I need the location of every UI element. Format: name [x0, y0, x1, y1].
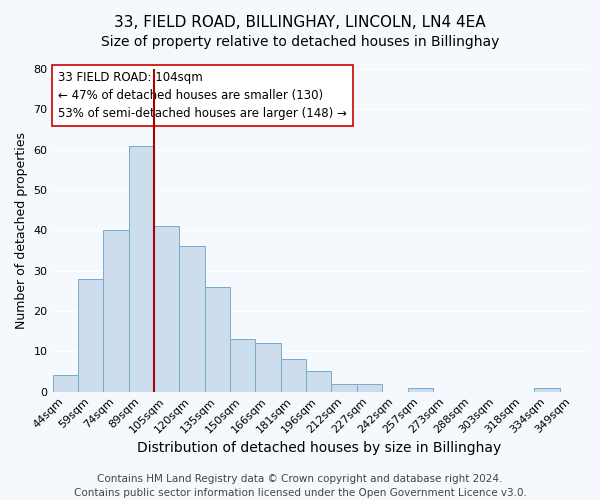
Text: 33, FIELD ROAD, BILLINGHAY, LINCOLN, LN4 4EA: 33, FIELD ROAD, BILLINGHAY, LINCOLN, LN4…: [114, 15, 486, 30]
Bar: [407, 388, 433, 392]
Bar: [128, 146, 154, 392]
Text: 33 FIELD ROAD: 104sqm
← 47% of detached houses are smaller (130)
53% of semi-det: 33 FIELD ROAD: 104sqm ← 47% of detached …: [58, 70, 347, 120]
Bar: [103, 230, 128, 392]
Bar: [281, 360, 306, 392]
Bar: [179, 246, 205, 392]
Bar: [256, 343, 281, 392]
Bar: [205, 287, 230, 392]
Y-axis label: Number of detached properties: Number of detached properties: [15, 132, 28, 329]
Bar: [331, 384, 357, 392]
X-axis label: Distribution of detached houses by size in Billinghay: Distribution of detached houses by size …: [137, 441, 501, 455]
Bar: [230, 339, 256, 392]
Bar: [154, 226, 179, 392]
Bar: [53, 376, 78, 392]
Text: Contains HM Land Registry data © Crown copyright and database right 2024.
Contai: Contains HM Land Registry data © Crown c…: [74, 474, 526, 498]
Bar: [357, 384, 382, 392]
Text: Size of property relative to detached houses in Billinghay: Size of property relative to detached ho…: [101, 35, 499, 49]
Bar: [306, 372, 331, 392]
Bar: [534, 388, 560, 392]
Bar: [78, 278, 103, 392]
